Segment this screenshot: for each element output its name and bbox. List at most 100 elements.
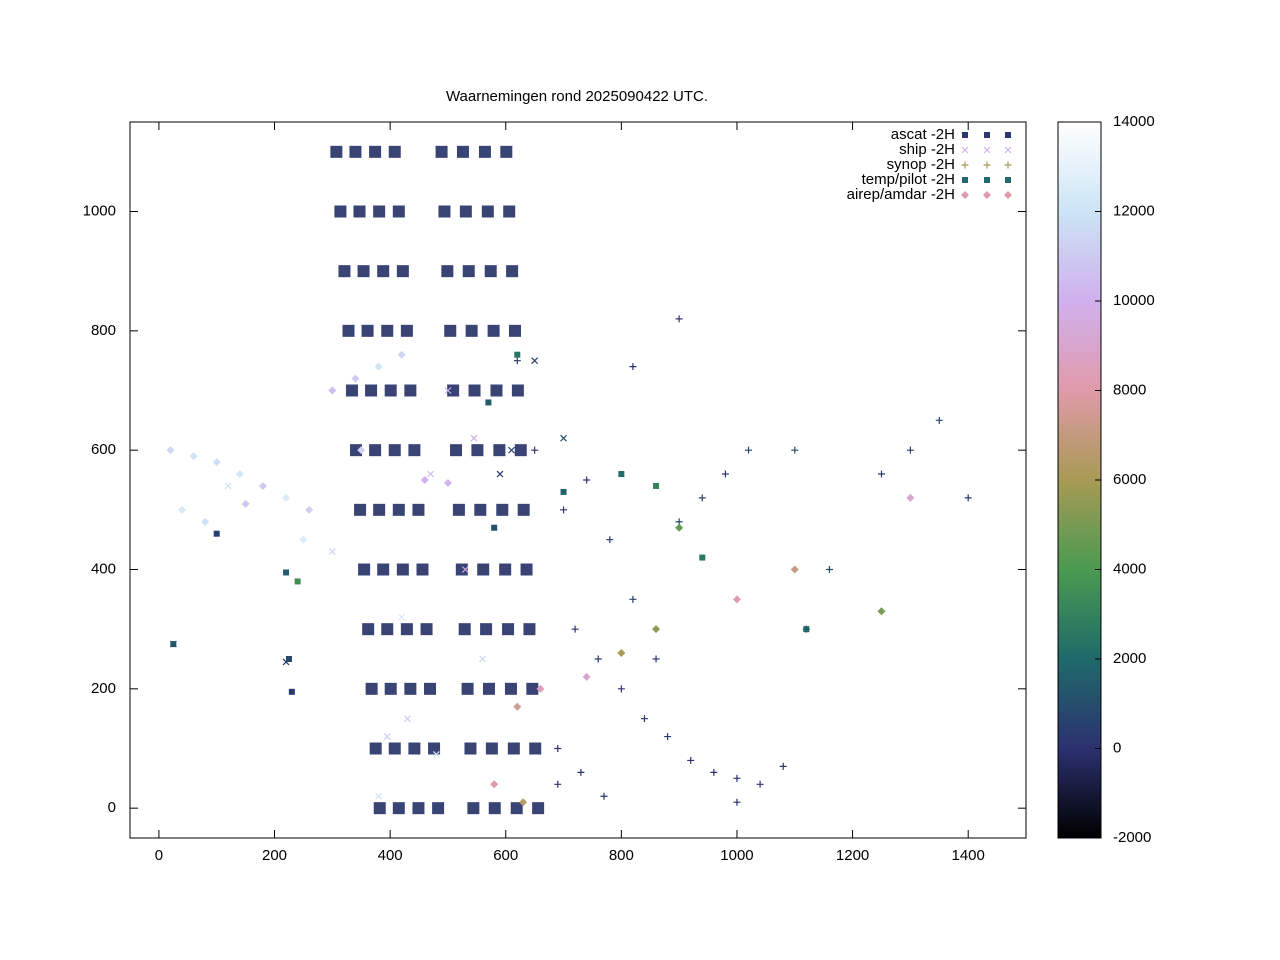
colorbar-tick-label: 10000: [1113, 292, 1155, 309]
point: [461, 566, 469, 573]
point: [452, 503, 465, 516]
point: [554, 745, 562, 752]
point: [170, 641, 177, 648]
point: [458, 623, 471, 636]
y-tick-label: 800: [91, 322, 116, 339]
point: [583, 476, 591, 484]
y-tick-label: 200: [91, 680, 116, 697]
point: [444, 324, 457, 337]
point: [354, 503, 367, 516]
point: [532, 802, 545, 815]
point: [560, 506, 568, 514]
point: [241, 499, 250, 508]
point: [640, 715, 648, 723]
point: [507, 742, 520, 755]
legend-symbol: [983, 146, 991, 154]
point: [470, 434, 478, 442]
point: [600, 792, 608, 800]
point: [396, 265, 409, 278]
point: [369, 742, 382, 755]
point: [362, 623, 375, 636]
point: [397, 350, 406, 359]
point: [377, 265, 390, 278]
point: [213, 530, 220, 537]
point: [384, 682, 397, 695]
legend-label: ship -2H: [899, 141, 955, 158]
point: [428, 742, 441, 755]
point: [305, 505, 314, 514]
point: [733, 798, 741, 806]
point: [877, 470, 885, 478]
point: [756, 780, 764, 788]
point: [513, 702, 522, 711]
point: [412, 503, 425, 516]
point: [282, 493, 291, 502]
point: [178, 505, 187, 514]
point: [455, 563, 468, 576]
x-tick-label: 1000: [720, 847, 753, 864]
point: [906, 446, 914, 454]
y-tick-label: 600: [91, 441, 116, 458]
point: [412, 802, 425, 815]
point: [381, 324, 394, 337]
point: [166, 446, 175, 455]
point: [338, 265, 351, 278]
point: [504, 682, 517, 695]
point: [474, 503, 487, 516]
legend-symbol: [983, 161, 991, 169]
point: [477, 563, 490, 576]
point: [444, 387, 452, 394]
point: [345, 384, 358, 397]
point: [506, 265, 519, 278]
y-tick-label: 400: [91, 560, 116, 577]
point: [408, 444, 421, 457]
legend-symbol: [962, 177, 968, 183]
legend-symbol: [1004, 191, 1012, 199]
point: [618, 471, 625, 478]
point: [487, 324, 500, 337]
point: [374, 362, 383, 371]
point: [392, 205, 405, 218]
point: [388, 145, 401, 158]
point: [513, 357, 521, 365]
y-tick-label: 1000: [83, 202, 116, 219]
point: [499, 563, 512, 576]
colorbar-tick-label: -2000: [1113, 829, 1151, 846]
point: [392, 503, 405, 516]
point: [365, 384, 378, 397]
point: [710, 768, 718, 776]
point: [342, 324, 355, 337]
point: [468, 384, 481, 397]
point: [779, 762, 787, 770]
point: [803, 626, 810, 633]
legend-symbol: [983, 191, 991, 199]
point: [510, 802, 523, 815]
point: [465, 324, 478, 337]
point: [404, 715, 411, 723]
point: [357, 446, 366, 455]
point: [432, 802, 445, 815]
point: [490, 384, 503, 397]
point: [294, 578, 301, 585]
point: [416, 563, 429, 576]
colorbar: [1057, 121, 1102, 839]
point: [496, 503, 509, 516]
x-tick-label: 400: [378, 847, 403, 864]
point: [212, 458, 221, 467]
point: [450, 444, 463, 457]
point: [482, 682, 495, 695]
point: [334, 205, 347, 218]
colorbar-tick-label: 6000: [1113, 471, 1146, 488]
legend-symbol: [984, 177, 990, 183]
point: [733, 774, 741, 782]
x-tick-label: 600: [493, 847, 518, 864]
plot-area: [166, 145, 972, 815]
x-tick-label: 1200: [836, 847, 869, 864]
x-tick-label: 1400: [952, 847, 985, 864]
point: [652, 625, 661, 634]
legend-symbol: [962, 132, 968, 138]
point: [358, 563, 371, 576]
point: [288, 688, 295, 695]
point: [825, 566, 833, 573]
